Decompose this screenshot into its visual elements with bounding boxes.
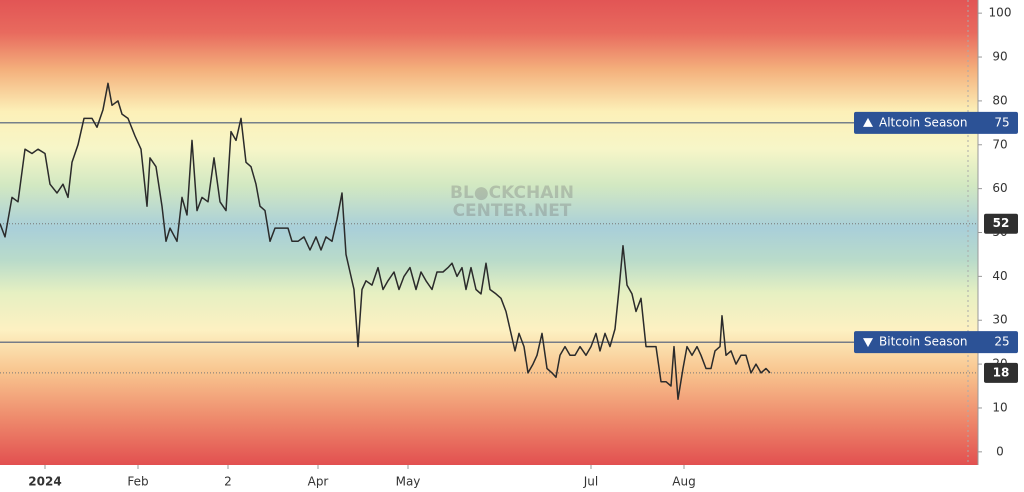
annotation-label: Altcoin Season: [879, 115, 968, 129]
y-tick-label: 0: [996, 444, 1004, 458]
annotation-value: 25: [994, 335, 1009, 349]
marker-box: [984, 362, 1018, 383]
annotation-label: Bitcoin Season: [879, 335, 968, 349]
annotation-arrow: [863, 117, 873, 127]
y-tick-label: 40: [992, 269, 1007, 283]
x-tick-label: Jul: [583, 475, 598, 489]
y-tick-label: 90: [992, 50, 1007, 64]
x-tick-label: 2: [224, 475, 232, 489]
y-tick-label: 60: [992, 181, 1007, 195]
watermark: CENTER.NET: [453, 201, 572, 221]
y-tick-label: 30: [992, 313, 1007, 327]
annotation-box: [854, 111, 1018, 134]
marker-box: [984, 213, 1018, 234]
y-tick-label: 100: [989, 6, 1012, 20]
x-tick-label: Aug: [672, 475, 695, 489]
y-tick-label: 70: [992, 137, 1007, 151]
x-tick-label: Apr: [308, 475, 329, 489]
index-line: [0, 82, 771, 400]
y-tick-label: 80: [992, 93, 1007, 107]
x-tick-label: May: [396, 475, 421, 489]
x-tick-label: Feb: [127, 475, 148, 489]
watermark: BL●CKCHAIN: [450, 183, 574, 203]
annotation-value: 75: [994, 115, 1009, 129]
annotation-box: [854, 331, 1018, 354]
plot-background: [0, 0, 978, 465]
marker-label: 52: [993, 216, 1010, 230]
annotation-arrow: [863, 338, 873, 348]
y-tick-label: 10: [992, 400, 1007, 414]
x-tick-label: 2024: [28, 475, 61, 489]
marker-label: 18: [993, 365, 1010, 379]
